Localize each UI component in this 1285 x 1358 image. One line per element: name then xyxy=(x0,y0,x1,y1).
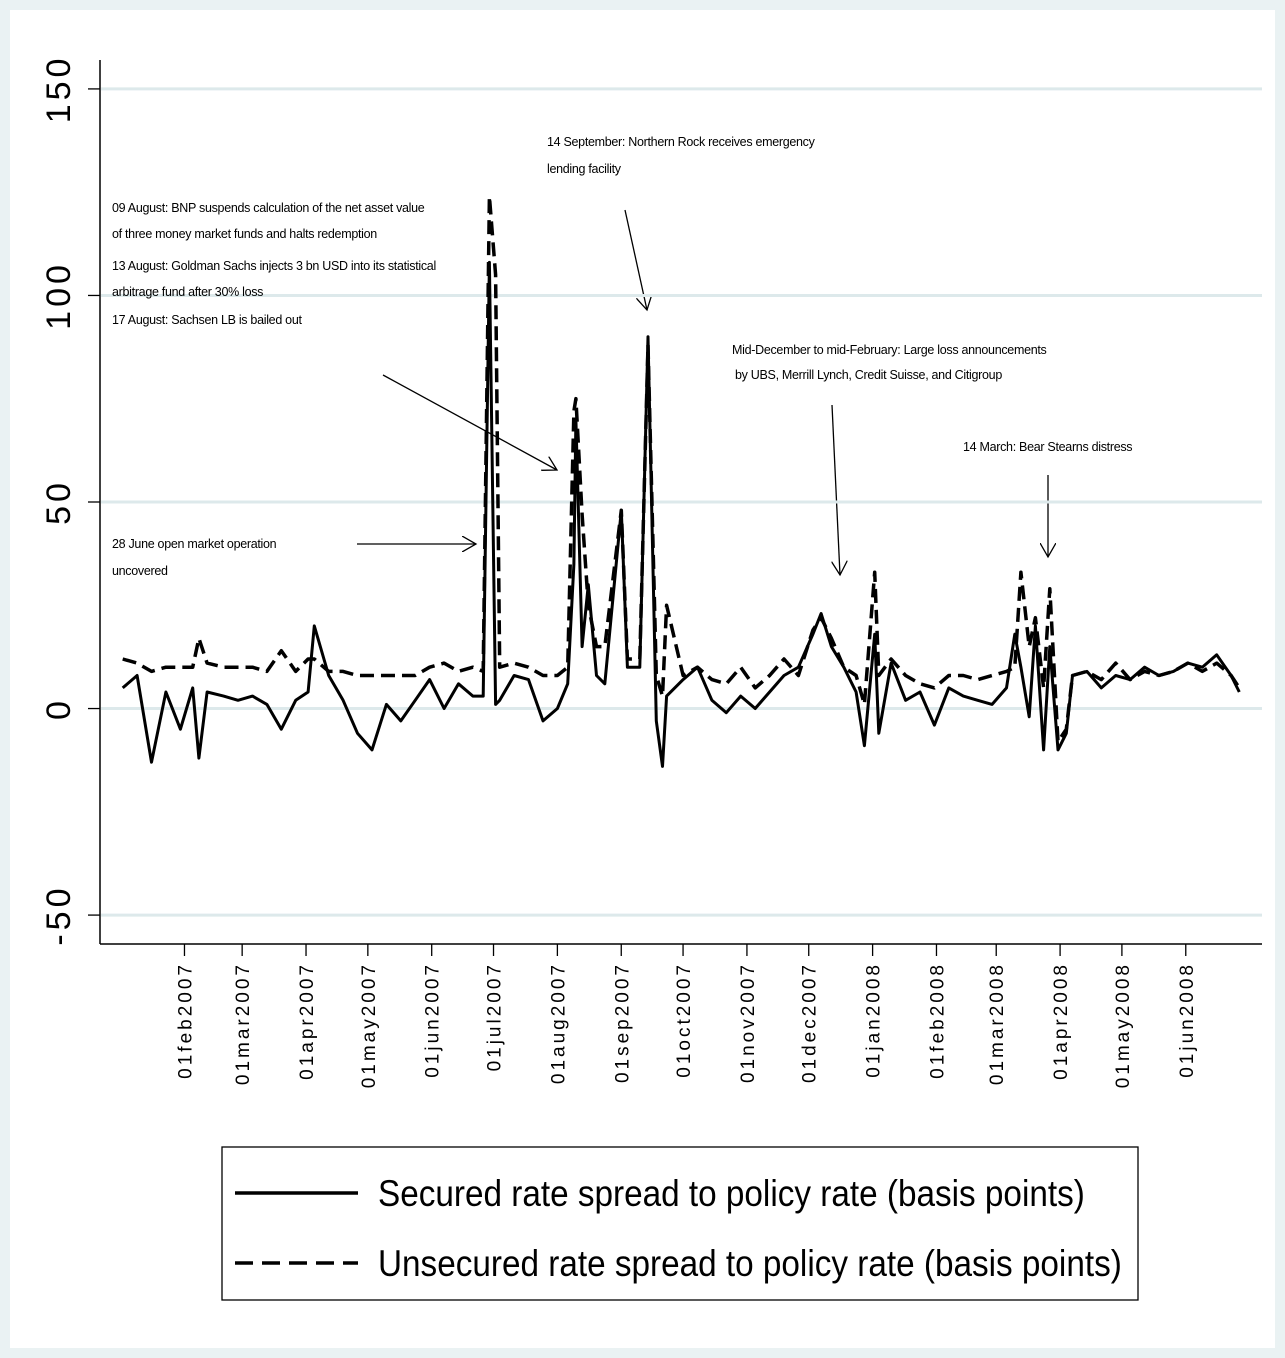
x-tick-label: 01mar2008 xyxy=(987,962,1008,1085)
annotation: arbitrage fund after 30% loss xyxy=(112,285,263,299)
x-tick-label: 01feb2008 xyxy=(927,962,948,1079)
series-line xyxy=(122,194,1241,744)
legend-label: Unsecured rate spread to policy rate (ba… xyxy=(378,1243,1122,1284)
x-tick-label: 01jun2007 xyxy=(423,962,444,1078)
annotation: lending facility xyxy=(547,162,622,176)
x-tick-label: 01apr2007 xyxy=(297,962,318,1080)
annotation: 09 August: BNP suspends calculation of t… xyxy=(112,201,425,215)
x-tick-label: 01aug2007 xyxy=(548,962,569,1084)
annotation: 14 March: Bear Stearns distress xyxy=(963,440,1132,454)
x-tick-label: 01nov2007 xyxy=(738,962,759,1083)
arrow xyxy=(382,374,557,470)
x-tick-label: 01mar2007 xyxy=(233,962,254,1085)
annotation: 28 June open market operation xyxy=(112,537,277,551)
x-tick-label: 01feb2007 xyxy=(175,962,196,1079)
arrow xyxy=(831,404,840,575)
x-tick-label: 01jan2008 xyxy=(864,962,885,1078)
x-tick-label: 01may2007 xyxy=(359,962,380,1088)
x-tick-label: 01may2008 xyxy=(1113,962,1134,1088)
annotation: by UBS, Merrill Lynch, Credit Suisse, an… xyxy=(735,368,1002,382)
plot-background xyxy=(10,10,1275,1348)
x-tick-label: 01jun2008 xyxy=(1177,962,1198,1078)
annotation: 17 August: Sachsen LB is bailed out xyxy=(112,313,302,327)
annotation: uncovered xyxy=(112,564,168,578)
x-tick-label: 01apr2008 xyxy=(1051,962,1072,1080)
y-tick-label: -50 xyxy=(40,885,78,946)
y-tick-label: 100 xyxy=(40,261,78,330)
y-tick-label: 0 xyxy=(40,697,78,720)
annotation: of three money market funds and halts re… xyxy=(112,227,377,241)
x-tick-label: 01dec2007 xyxy=(800,962,821,1083)
arrow xyxy=(624,209,647,310)
legend-box xyxy=(221,1146,1139,1301)
x-tick-label: 01sep2007 xyxy=(612,962,633,1083)
annotation: Mid-December to mid-February: Large loss… xyxy=(732,343,1047,357)
legend-label: Secured rate spread to policy rate (basi… xyxy=(378,1173,1085,1214)
x-tick-label: 01oct2007 xyxy=(674,962,695,1078)
y-tick-label: 50 xyxy=(40,479,78,525)
x-tick-label: 01jul2007 xyxy=(485,962,506,1071)
annotation-arrows xyxy=(357,209,1048,575)
y-tick-label: 150 xyxy=(40,55,78,124)
annotation: 14 September: Northern Rock receives eme… xyxy=(547,135,816,149)
annotation: 13 August: Goldman Sachs injects 3 bn US… xyxy=(112,259,436,273)
